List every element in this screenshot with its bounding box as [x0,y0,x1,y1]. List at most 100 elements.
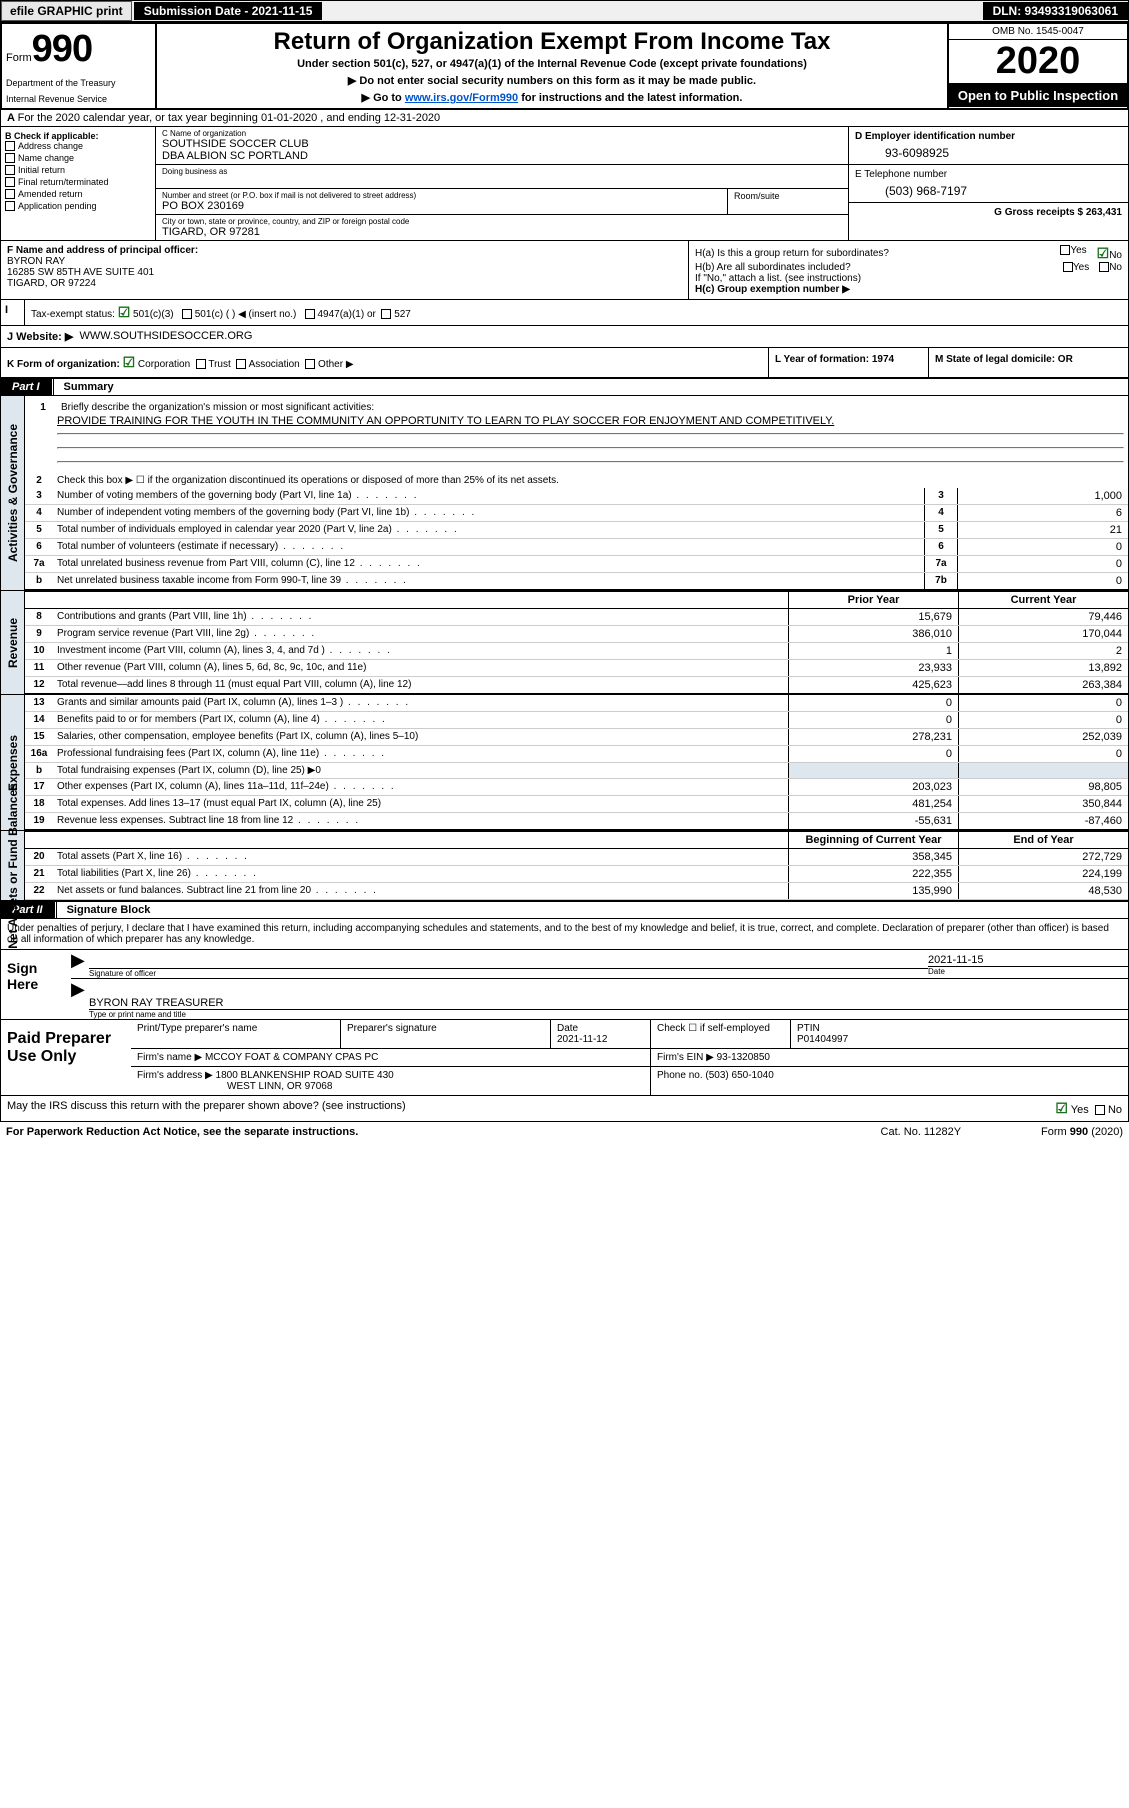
l18-prior: 481,254 [788,796,958,812]
l20-end: 272,729 [958,849,1128,865]
l6-txt: Total number of volunteers (estimate if … [53,539,924,555]
hb-no[interactable] [1099,262,1109,272]
l14-curr: 0 [958,712,1128,728]
ha-lbl: H(a) Is this a group return for subordin… [695,248,889,259]
l2-txt: Check this box ▶ ☐ if the organization d… [53,473,1128,488]
l12-curr: 263,384 [958,677,1128,693]
form990-link[interactable]: www.irs.gov/Form990 [405,92,518,104]
l4-val: 6 [958,505,1128,521]
checkbox-pending[interactable] [5,201,15,211]
activities-governance: Activities & Governance 1Briefly describ… [0,396,1129,591]
discuss-no-box[interactable] [1095,1105,1105,1115]
foot-catno: Cat. No. 11282Y [881,1126,962,1138]
city-val: TIGARD, OR 97281 [162,226,842,238]
m-state: M State of legal domicile: OR [928,348,1128,377]
501c-box[interactable] [182,309,192,319]
4947-box[interactable] [305,309,315,319]
trust-box[interactable] [196,359,206,369]
assoc-box[interactable] [236,359,246,369]
chk-name-lbl: Name change [18,153,74,163]
firm-name-val: MCCOY FOAT & COMPANY CPAS PC [205,1052,378,1063]
room-lbl: Room/suite [728,189,848,214]
ha-yes-lbl: Yes [1070,245,1086,256]
chk-init-lbl: Initial return [18,165,65,175]
l20-txt: Total assets (Part X, line 16) [53,849,788,865]
part-i-title: Summary [53,378,1129,396]
ha-yes[interactable] [1060,245,1070,255]
hb-lbl: H(b) Are all subordinates included? [695,262,851,273]
checkbox-final[interactable] [5,177,15,187]
l13-curr: 0 [958,695,1128,711]
i-label: I [1,300,25,325]
ha-no-lbl: No [1109,250,1122,261]
ptin-val: P01404997 [797,1034,848,1045]
corp-check: ☑ [123,354,136,370]
k-lbl: K Form of organization: [7,359,120,370]
dba-lbl: Doing business as [162,167,842,176]
section-f: F Name and address of principal officer:… [1,241,688,299]
l19-prior: -55,631 [788,813,958,829]
checkbox-amended[interactable] [5,189,15,199]
k-form-org: K Form of organization: ☑ Corporation Tr… [1,348,768,377]
e-phone-lbl: E Telephone number [855,169,1122,180]
l22-end: 48,530 [958,883,1128,899]
phone-val: (503) 650-1040 [705,1070,773,1081]
other-box[interactable] [305,359,315,369]
l10-txt: Investment income (Part VIII, column (A)… [53,643,788,659]
l14-txt: Benefits paid to or for members (Part IX… [53,712,788,728]
checkbox-initial[interactable] [5,165,15,175]
l5-val: 21 [958,522,1128,538]
b-header: B Check if applicable: [5,131,151,141]
l11-curr: 13,892 [958,660,1128,676]
checkbox-addr[interactable] [5,141,15,151]
side-gov-lbl: Activities & Governance [6,424,20,562]
hb-yes-lbl: Yes [1073,262,1089,273]
checkbox-name[interactable] [5,153,15,163]
l16a-curr: 0 [958,746,1128,762]
side-net: Net Assets or Fund Balances [1,831,25,900]
part-ii-title: Signature Block [56,901,1129,919]
sig-date-lbl: Date [928,966,1128,976]
open-public: Open to Public Inspection [949,84,1127,107]
row-klm: K Form of organization: ☑ Corporation Tr… [0,348,1129,378]
hb-yes[interactable] [1063,262,1073,272]
section-b: B Check if applicable: Address change Na… [1,127,156,240]
k-trust: Trust [208,359,230,370]
g-receipts: G Gross receipts $ 263,431 [994,207,1122,218]
efile-label: efile GRAPHIC print [1,1,132,21]
k-other: Other ▶ [318,359,353,370]
discuss-yes-lbl: Yes [1071,1104,1089,1116]
period-text: For the 2020 calendar year, or tax year … [18,112,441,124]
l10-curr: 2 [958,643,1128,659]
street-lbl: Number and street (or P.O. box if mail i… [162,191,721,200]
m-lbl: M State of legal domicile: OR [935,354,1073,365]
l1-lbl: Briefly describe the organization's miss… [57,400,1124,415]
l12-prior: 425,623 [788,677,958,693]
l17-txt: Other expenses (Part IX, column (A), lin… [53,779,788,795]
chk-addr-lbl: Address change [18,141,83,151]
part-i-num: Part I [0,379,53,395]
l14-prior: 0 [788,712,958,728]
header-right: OMB No. 1545-0047 2020 Open to Public In… [947,24,1127,108]
discuss-row: May the IRS discuss this return with the… [0,1096,1129,1122]
e-phone-val: (503) 968-7197 [885,184,1122,198]
form-header: Form 990 Department of the Treasury Inte… [0,22,1129,110]
f-addr2: TIGARD, OR 97224 [7,278,682,289]
prep-sig-lbl: Preparer's signature [341,1020,551,1048]
l8-prior: 15,679 [788,609,958,625]
irs-label: Internal Revenue Service [6,94,151,104]
penalties-text: Under penalties of perjury, I declare th… [1,919,1128,949]
form-word: Form [6,52,32,64]
beg-year-hdr: Beginning of Current Year [788,832,958,848]
l17-curr: 98,805 [958,779,1128,795]
side-net-lbl: Net Assets or Fund Balances [6,783,20,949]
pdate-val: 2021-11-12 [557,1034,607,1045]
type-name-lbl: Type or print name and title [89,1009,1128,1019]
org-name-1: SOUTHSIDE SOCCER CLUB [162,138,842,150]
firm-name-lbl: Firm's name ▶ [137,1052,202,1063]
sig-date-val: 2021-11-15 [928,954,1128,966]
side-governance: Activities & Governance [1,396,25,590]
i-527: 527 [394,309,411,320]
discuss-no-lbl: No [1108,1104,1122,1116]
527-box[interactable] [381,309,391,319]
